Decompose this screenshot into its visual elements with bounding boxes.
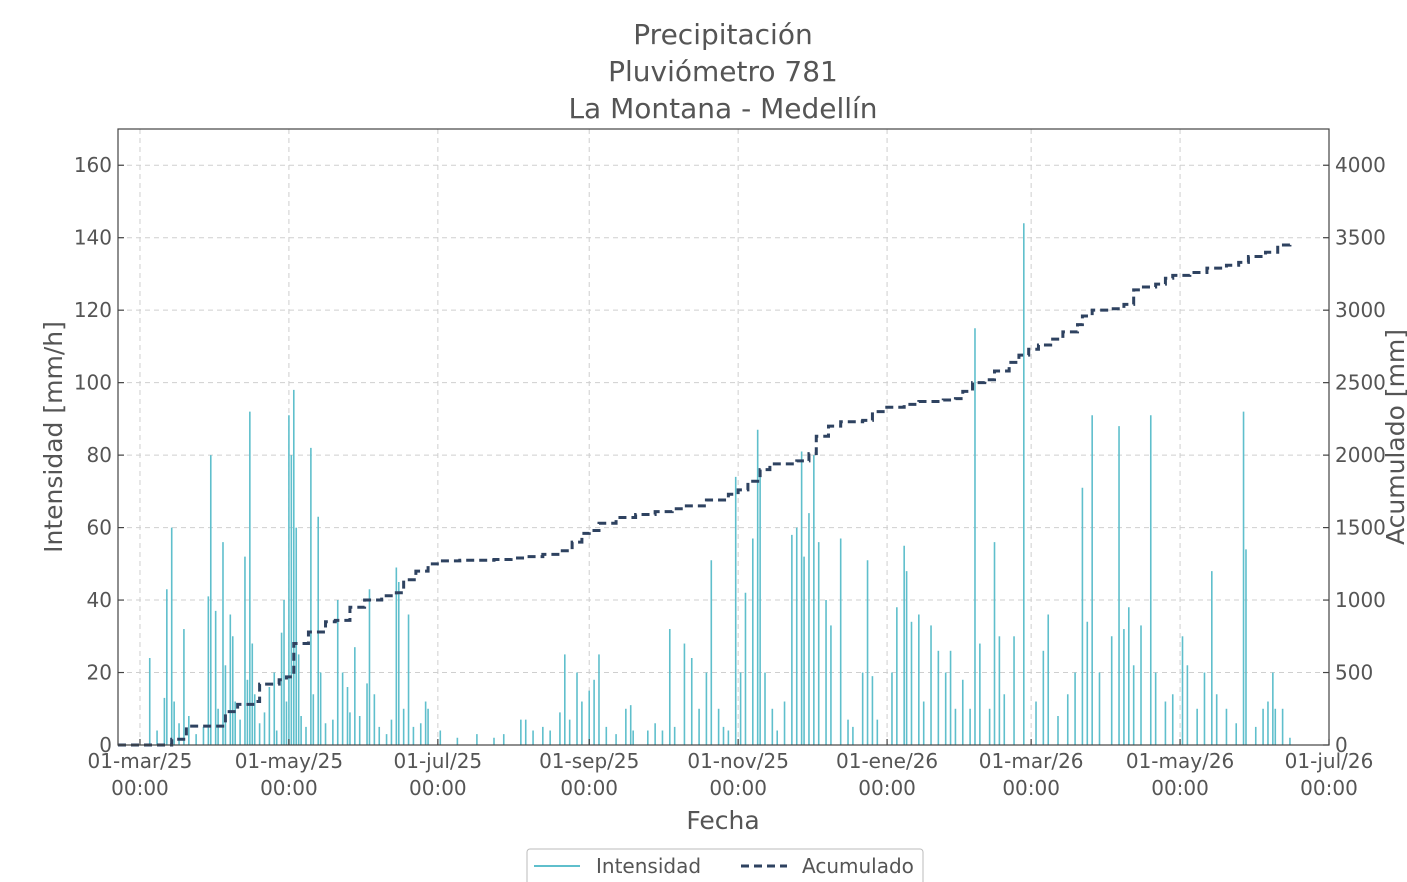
y-right-tick-label: 2000 [1335, 443, 1386, 467]
y-left-tick-label: 80 [87, 443, 112, 467]
x-tick-time-label: 00:00 [709, 776, 767, 800]
y-axis-left-label: Intensidad [mm/h] [39, 321, 68, 553]
legend-cumulative-label: Acumulado [802, 854, 914, 878]
x-axis-label: Fecha [686, 806, 759, 835]
x-tick-time-label: 00:00 [111, 776, 169, 800]
y-right-tick-label: 1000 [1335, 588, 1386, 612]
x-tick-label: 01-sep/25 [539, 749, 639, 773]
y-right-tick-label: 1500 [1335, 516, 1386, 540]
x-tick-label: 01-mar/26 [979, 749, 1084, 773]
chart-title-line-1: Precipitación [633, 18, 812, 51]
y-right-tick-label: 3000 [1335, 298, 1386, 322]
y-right-tick-label: 2500 [1335, 371, 1386, 395]
y-left-tick-label: 100 [74, 371, 112, 395]
x-tick-time-label: 00:00 [1002, 776, 1060, 800]
x-tick-label: 01-jul/26 [1285, 749, 1374, 773]
x-tick-time-label: 00:00 [260, 776, 318, 800]
x-tick-label: 01-jul/25 [394, 749, 483, 773]
plot-frame [117, 128, 1330, 746]
cumulative-line [118, 243, 1292, 747]
y-left-tick-label: 0 [99, 733, 112, 757]
legend-box [526, 848, 924, 882]
x-tick-time-label: 00:00 [1300, 776, 1358, 800]
y-left-tick-label: 20 [87, 661, 112, 685]
y-right-tick-label: 500 [1335, 661, 1373, 685]
y-axis-right-label: Acumulado [mm] [1381, 329, 1407, 545]
x-tick-label: 01-may/26 [1126, 749, 1234, 773]
y-right-tick-label: 0 [1335, 733, 1348, 757]
x-tick-label: 01-may/25 [235, 749, 343, 773]
x-tick-time-label: 00:00 [1151, 776, 1209, 800]
x-tick-label: 01-mar/25 [88, 749, 193, 773]
y-right-tick-label: 3500 [1335, 226, 1386, 250]
legend: Intensidad Acumulado [526, 848, 924, 882]
x-tick-time-label: 00:00 [409, 776, 467, 800]
chart-title-line-2: Pluviómetro 781 [608, 55, 838, 88]
x-tick-time-label: 00:00 [858, 776, 916, 800]
chart-title-line-3: La Montana - Medellín [568, 92, 877, 125]
axis-ticks: 01-mar/25 00:00 01-may/25 00:00 01-jul/25 00:… [74, 153, 1386, 800]
legend-intensity-label: Intensidad [596, 854, 701, 878]
x-tick-time-label: 00:00 [560, 776, 618, 800]
x-tick-label: 01-ene/26 [836, 749, 938, 773]
y-left-tick-label: 140 [74, 226, 112, 250]
y-left-tick-label: 160 [74, 153, 112, 177]
intensity-bars [148, 223, 1291, 745]
y-right-tick-label: 4000 [1335, 153, 1386, 177]
y-left-tick-label: 60 [87, 516, 112, 540]
y-left-tick-label: 120 [74, 298, 112, 322]
grid-lines [118, 129, 1330, 745]
y-left-tick-label: 40 [87, 588, 112, 612]
x-tick-label: 01-nov/25 [687, 749, 789, 773]
